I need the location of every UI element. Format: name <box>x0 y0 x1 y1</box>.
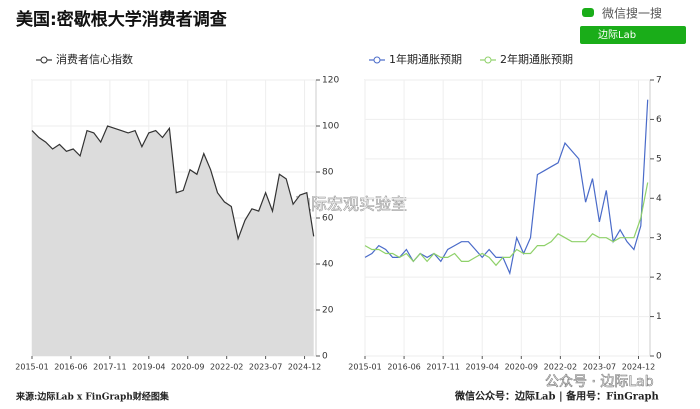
legend-marker <box>373 56 381 64</box>
x-tick-label: 2020-09 <box>505 363 538 372</box>
search-box[interactable] <box>580 26 686 44</box>
legend-marker <box>484 56 492 64</box>
x-tick-label: 2019-04 <box>132 363 165 372</box>
line <box>364 182 649 267</box>
watermark: 公众号 · 边际Lab <box>545 374 654 390</box>
y-tick-label: 20 <box>322 306 334 316</box>
x-tick-label: 2016-06 <box>387 363 420 372</box>
line <box>31 125 315 241</box>
x-tick-label: 2022-02 <box>544 363 577 372</box>
y-tick-label: 6 <box>656 115 662 125</box>
x-tick-label: 2023-07 <box>583 363 616 372</box>
title: 美国:密歇根大学消费者调查 <box>16 9 228 30</box>
x-tick-label: 2016-06 <box>54 363 87 372</box>
search-text: 边际Lab <box>598 29 636 41</box>
x-tick-label: 2023-07 <box>249 363 282 372</box>
y-tick-label: 3 <box>656 233 662 243</box>
y-tick-label: 100 <box>322 122 339 132</box>
plot-area <box>364 79 651 357</box>
y-tick-label: 0 <box>656 352 662 362</box>
y-tick-label: 1 <box>656 312 662 322</box>
y-tick-label: 4 <box>656 194 662 204</box>
y-tick-label: 40 <box>322 260 334 270</box>
line <box>364 99 649 276</box>
legend-label: 2年期通胀预期 <box>500 52 573 66</box>
x-tick-label: 2015-01 <box>348 363 381 372</box>
area <box>32 126 314 356</box>
y-tick-label: 80 <box>322 168 334 178</box>
watermark: 边际宏观实验室 <box>295 195 407 214</box>
x-tick-label: 2020-09 <box>171 363 204 372</box>
x-tick-label: 2022-02 <box>210 363 243 372</box>
y-tick-label: 2 <box>656 273 662 283</box>
legend-marker <box>40 56 48 64</box>
x-tick-label: 2019-04 <box>465 363 498 372</box>
legend-label: 1年期通胀预期 <box>389 52 462 66</box>
search-brand: 微信搜一搜 <box>602 6 662 21</box>
y-tick-label: 0 <box>322 352 328 362</box>
y-tick-label: 60 <box>322 214 334 224</box>
y-tick-label: 5 <box>656 154 662 164</box>
x-tick-label: 2024-12 <box>622 363 655 372</box>
x-tick-label: 2017-11 <box>93 363 126 372</box>
y-tick-label: 7 <box>656 76 662 86</box>
x-tick-label: 2015-01 <box>15 363 48 372</box>
wechat-note: 微信公众号：边际Lab | 备用号：FinGraph <box>454 390 660 403</box>
source: 来源:边际Lab x FinGraph财经图集 <box>15 391 170 403</box>
x-tick-label: 2017-11 <box>426 363 459 372</box>
legend-label: 消费者信心指数 <box>56 52 133 66</box>
y-tick-label: 120 <box>322 76 339 86</box>
wechat-icon <box>582 8 594 17</box>
x-tick-label: 2024-12 <box>288 363 321 372</box>
